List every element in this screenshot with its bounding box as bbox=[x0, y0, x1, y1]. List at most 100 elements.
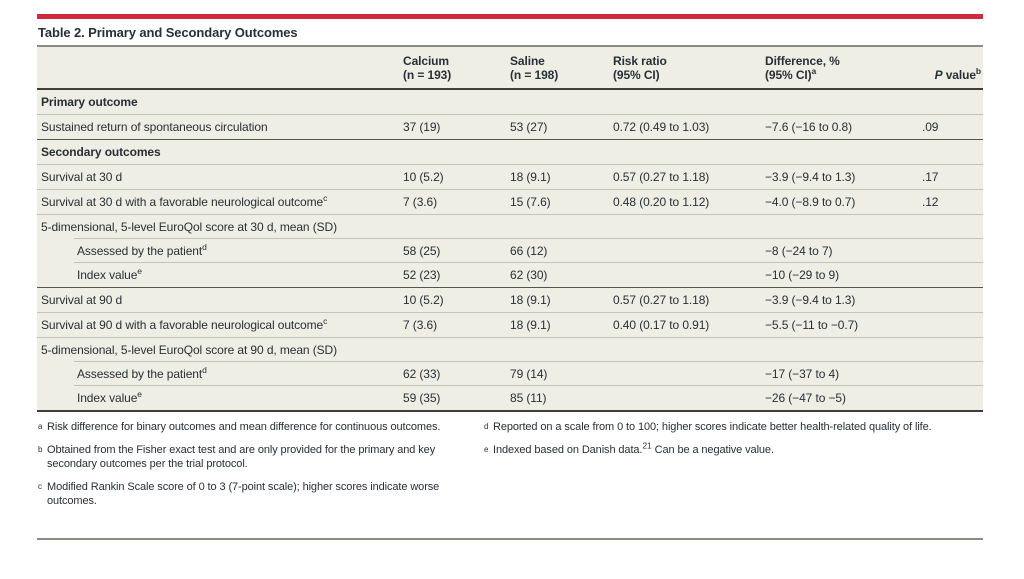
row-label: Assessed by the patientd bbox=[77, 242, 207, 258]
cell-risk-ratio bbox=[613, 223, 765, 231]
column-header-p-value: P valueb bbox=[934, 66, 982, 82]
cell-risk-ratio bbox=[613, 370, 765, 378]
row-label: Survival at 90 d with a favorable neurol… bbox=[41, 316, 328, 332]
cell-difference: −5.5 (−11 to −0.7) bbox=[765, 318, 859, 332]
row-label: Survival at 90 d bbox=[41, 293, 123, 307]
cell-p-value bbox=[920, 223, 983, 231]
footnotes-right-column: d Reported on a scale from 0 to 100; high… bbox=[483, 420, 983, 517]
column-header-difference: Difference, % (95% CI)a bbox=[765, 54, 840, 82]
cell-calcium: 59 (35) bbox=[403, 391, 441, 405]
cell-difference bbox=[765, 346, 920, 354]
table-row: Assessed by the patientd 62 (33) 79 (14) −1… bbox=[37, 361, 983, 386]
cell-p-value bbox=[920, 394, 983, 402]
table-accent-bar bbox=[37, 14, 983, 19]
row-label: Survival at 30 d bbox=[41, 170, 123, 184]
table-row: Index valuee 59 (35) 85 (11) −26 (−47 to −5… bbox=[37, 385, 983, 410]
cell-calcium: 62 (33) bbox=[403, 367, 441, 381]
cell-difference: −3.9 (−9.4 to 1.3) bbox=[765, 170, 856, 184]
cell-p-value bbox=[920, 296, 983, 304]
row-label: Secondary outcomes bbox=[41, 145, 161, 159]
journal-table-page: Table 2. Primary and Secondary Outcomes … bbox=[37, 14, 983, 540]
cell-risk-ratio: 0.48 (0.20 to 1.12) bbox=[613, 195, 710, 209]
cell-difference bbox=[765, 223, 920, 231]
cell-difference: −17 (−37 to 4) bbox=[765, 367, 839, 381]
table-row: Primary outcome bbox=[37, 90, 983, 114]
cell-calcium bbox=[403, 223, 510, 231]
table-row: Index valuee 52 (23) 62 (30) −10 (−29 to 9) bbox=[37, 262, 983, 287]
cell-saline: 18 (9.1) bbox=[510, 170, 551, 184]
cell-p-value bbox=[920, 98, 983, 106]
cell-saline: 53 (27) bbox=[510, 120, 548, 134]
footnotes-left-column: a Risk difference for binary outcomes and… bbox=[37, 420, 467, 517]
footnote-e: e Indexed based on Danish data.21 Can be … bbox=[484, 440, 774, 456]
column-header-calcium: Calcium (n = 193) bbox=[403, 54, 452, 82]
cell-calcium: 37 (19) bbox=[403, 120, 441, 134]
row-label: 5-dimensional, 5-level EuroQol score at … bbox=[41, 220, 337, 234]
row-label: Index valuee bbox=[77, 389, 142, 405]
cell-calcium: 7 (3.6) bbox=[403, 318, 437, 332]
cell-calcium: 52 (23) bbox=[403, 268, 441, 282]
cell-calcium: 10 (5.2) bbox=[403, 170, 444, 184]
cell-saline bbox=[510, 223, 613, 231]
cell-risk-ratio: 0.72 (0.49 to 1.03) bbox=[613, 120, 710, 134]
table-row: Secondary outcomes bbox=[37, 139, 983, 164]
footnote-b: b Obtained from the Fisher exact test and… bbox=[38, 444, 436, 470]
table-row: Survival at 90 d with a favorable neurol… bbox=[37, 312, 983, 337]
footnote-c: c Modified Rankin Scale score of 0 to 3 (… bbox=[38, 481, 440, 507]
cell-saline: 85 (11) bbox=[510, 391, 547, 405]
cell-p-value bbox=[920, 271, 983, 279]
cell-saline: 18 (9.1) bbox=[510, 318, 551, 332]
cell-risk-ratio bbox=[613, 271, 765, 279]
cell-p-value bbox=[920, 148, 983, 156]
footnote-a: a Risk difference for binary outcomes and… bbox=[38, 421, 441, 433]
footnote-d: d Reported on a scale from 0 to 100; high… bbox=[484, 421, 932, 433]
outcomes-table: Calcium (n = 193) Saline (n = 198) Risk rati… bbox=[37, 47, 983, 412]
row-label: Assessed by the patientd bbox=[77, 365, 207, 381]
table-row: Survival at 90 d 10 (5.2) 18 (9.1) 0.57 (0.… bbox=[37, 287, 983, 312]
row-label: 5-dimensional, 5-level EuroQol score at … bbox=[41, 343, 337, 357]
column-header-risk-ratio: Risk ratio (95% CI) bbox=[613, 54, 667, 82]
row-label: Survival at 30 d with a favorable neurol… bbox=[41, 193, 328, 209]
cell-difference: −3.9 (−9.4 to 1.3) bbox=[765, 293, 856, 307]
cell-difference: −7.6 (−16 to 0.8) bbox=[765, 120, 853, 134]
table-row: Sustained return of spontaneous circulat… bbox=[37, 114, 983, 139]
cell-risk-ratio bbox=[613, 346, 765, 354]
bottom-rule bbox=[37, 538, 983, 540]
cell-risk-ratio bbox=[613, 394, 765, 402]
cell-p-value bbox=[920, 346, 983, 354]
cell-difference: −8 (−24 to 7) bbox=[765, 244, 833, 258]
table-title: Table 2. Primary and Secondary Outcomes bbox=[37, 19, 983, 47]
column-header-saline: Saline (n = 198) bbox=[510, 54, 559, 82]
cell-saline: 15 (7.6) bbox=[510, 195, 551, 209]
cell-risk-ratio bbox=[613, 247, 765, 255]
cell-p-value bbox=[920, 370, 983, 378]
cell-calcium bbox=[403, 98, 510, 106]
table-header-row: Calcium (n = 193) Saline (n = 198) Risk rati… bbox=[37, 47, 983, 90]
cell-saline: 79 (14) bbox=[510, 367, 548, 381]
cell-difference: −4.0 (−8.9 to 0.7) bbox=[765, 195, 856, 209]
cell-saline: 18 (9.1) bbox=[510, 293, 551, 307]
cell-saline bbox=[510, 98, 613, 106]
cell-saline bbox=[510, 148, 613, 156]
row-label: Sustained return of spontaneous circulat… bbox=[41, 120, 268, 134]
cell-p-value: .09 bbox=[922, 120, 939, 134]
cell-risk-ratio bbox=[613, 98, 765, 106]
cell-difference: −26 (−47 to −5) bbox=[765, 391, 846, 405]
table-footnotes: a Risk difference for binary outcomes and… bbox=[37, 420, 983, 524]
cell-calcium bbox=[403, 346, 510, 354]
cell-saline: 66 (12) bbox=[510, 244, 548, 258]
cell-saline bbox=[510, 346, 613, 354]
cell-calcium: 58 (25) bbox=[403, 244, 441, 258]
cell-risk-ratio: 0.57 (0.27 to 1.18) bbox=[613, 293, 710, 307]
cell-difference bbox=[765, 98, 920, 106]
cell-p-value: .17 bbox=[922, 170, 939, 184]
cell-risk-ratio: 0.40 (0.17 to 0.91) bbox=[613, 318, 710, 332]
table-row: 5-dimensional, 5-level EuroQol score at … bbox=[37, 214, 983, 239]
table-row: Survival at 30 d with a favorable neurol… bbox=[37, 189, 983, 214]
table-body: Primary outcome Sustained return of spont… bbox=[37, 90, 983, 412]
cell-difference bbox=[765, 148, 920, 156]
row-label: Index valuee bbox=[77, 266, 142, 282]
table-row: 5-dimensional, 5-level EuroQol score at … bbox=[37, 337, 983, 362]
cell-risk-ratio bbox=[613, 148, 765, 156]
table-row: Survival at 30 d 10 (5.2) 18 (9.1) 0.57 (0.… bbox=[37, 164, 983, 189]
